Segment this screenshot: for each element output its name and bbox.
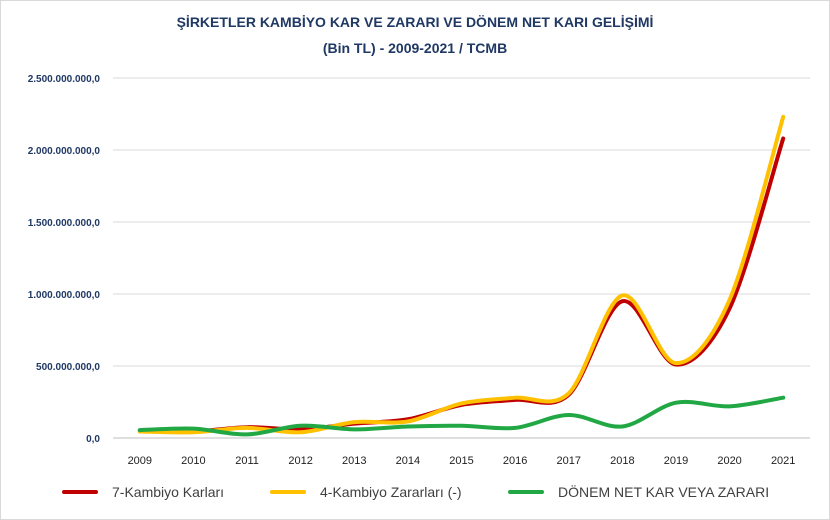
series-line [137, 136, 786, 434]
x-tick-label: 2011 [235, 455, 259, 467]
y-tick-label: 0,0 [86, 434, 100, 445]
x-tick-label: 2017 [556, 455, 580, 467]
x-axis-ticks: 2009 2010 2011 2012 2013 2014 2015 2016 2017 2018… [128, 455, 796, 467]
x-tick-label: 2012 [288, 455, 312, 467]
x-tick-label: 2009 [128, 455, 152, 467]
y-tick-label: 1.500.000.000,0 [28, 218, 101, 229]
x-tick-label: 2020 [717, 455, 741, 467]
legend-item-kambiyo-karlari: 7-Kambiyo Karları [62, 484, 224, 500]
series-line [137, 114, 786, 435]
series-kambiyo-karlari [137, 136, 786, 434]
legend-label: 7-Kambiyo Karları [112, 484, 225, 500]
y-axis-ticks: 0,0 500.000.000,0 1.000.000.000,0 1.500.000… [28, 74, 101, 445]
series-lines [137, 114, 786, 437]
series-donem-net-kar [137, 395, 786, 437]
chart-title: ŞİRKETLER KAMBİYO KAR VE ZARARI VE DÖNEM… [176, 14, 654, 30]
x-tick-label: 2021 [771, 455, 795, 467]
gridlines [113, 77, 810, 439]
legend-item-donem-net-kar: DÖNEM NET KAR VEYA ZARARI [508, 484, 769, 500]
x-tick-label: 2016 [503, 455, 527, 467]
y-tick-label: 500.000.000,0 [36, 362, 100, 373]
y-tick-label: 2.500.000.000,0 [28, 74, 101, 85]
y-tick-label: 1.000.000.000,0 [28, 290, 101, 301]
x-tick-label: 2019 [664, 455, 688, 467]
legend-label: DÖNEM NET KAR VEYA ZARARI [558, 484, 770, 500]
x-tick-label: 2010 [181, 455, 205, 467]
y-tick-label: 2.000.000.000,0 [28, 146, 101, 157]
legend-label: 4-Kambiyo Zararları (-) [320, 484, 462, 500]
chart-subtitle: (Bin TL) - 2009-2021 / TCMB [322, 40, 508, 56]
x-tick-label: 2015 [449, 455, 473, 467]
legend-item-kambiyo-zararlari: 4-Kambiyo Zararları (-) [270, 484, 462, 500]
legend-swatch [62, 490, 98, 494]
legend-swatch [508, 490, 544, 494]
series-kambiyo-zararlari [137, 114, 786, 435]
x-tick-label: 2018 [610, 455, 634, 467]
x-tick-label: 2014 [396, 455, 420, 467]
legend: 7-Kambiyo Karları 4-Kambiyo Zararları (-… [0, 484, 830, 506]
x-tick-label: 2013 [342, 455, 366, 467]
legend-swatch [270, 490, 306, 494]
